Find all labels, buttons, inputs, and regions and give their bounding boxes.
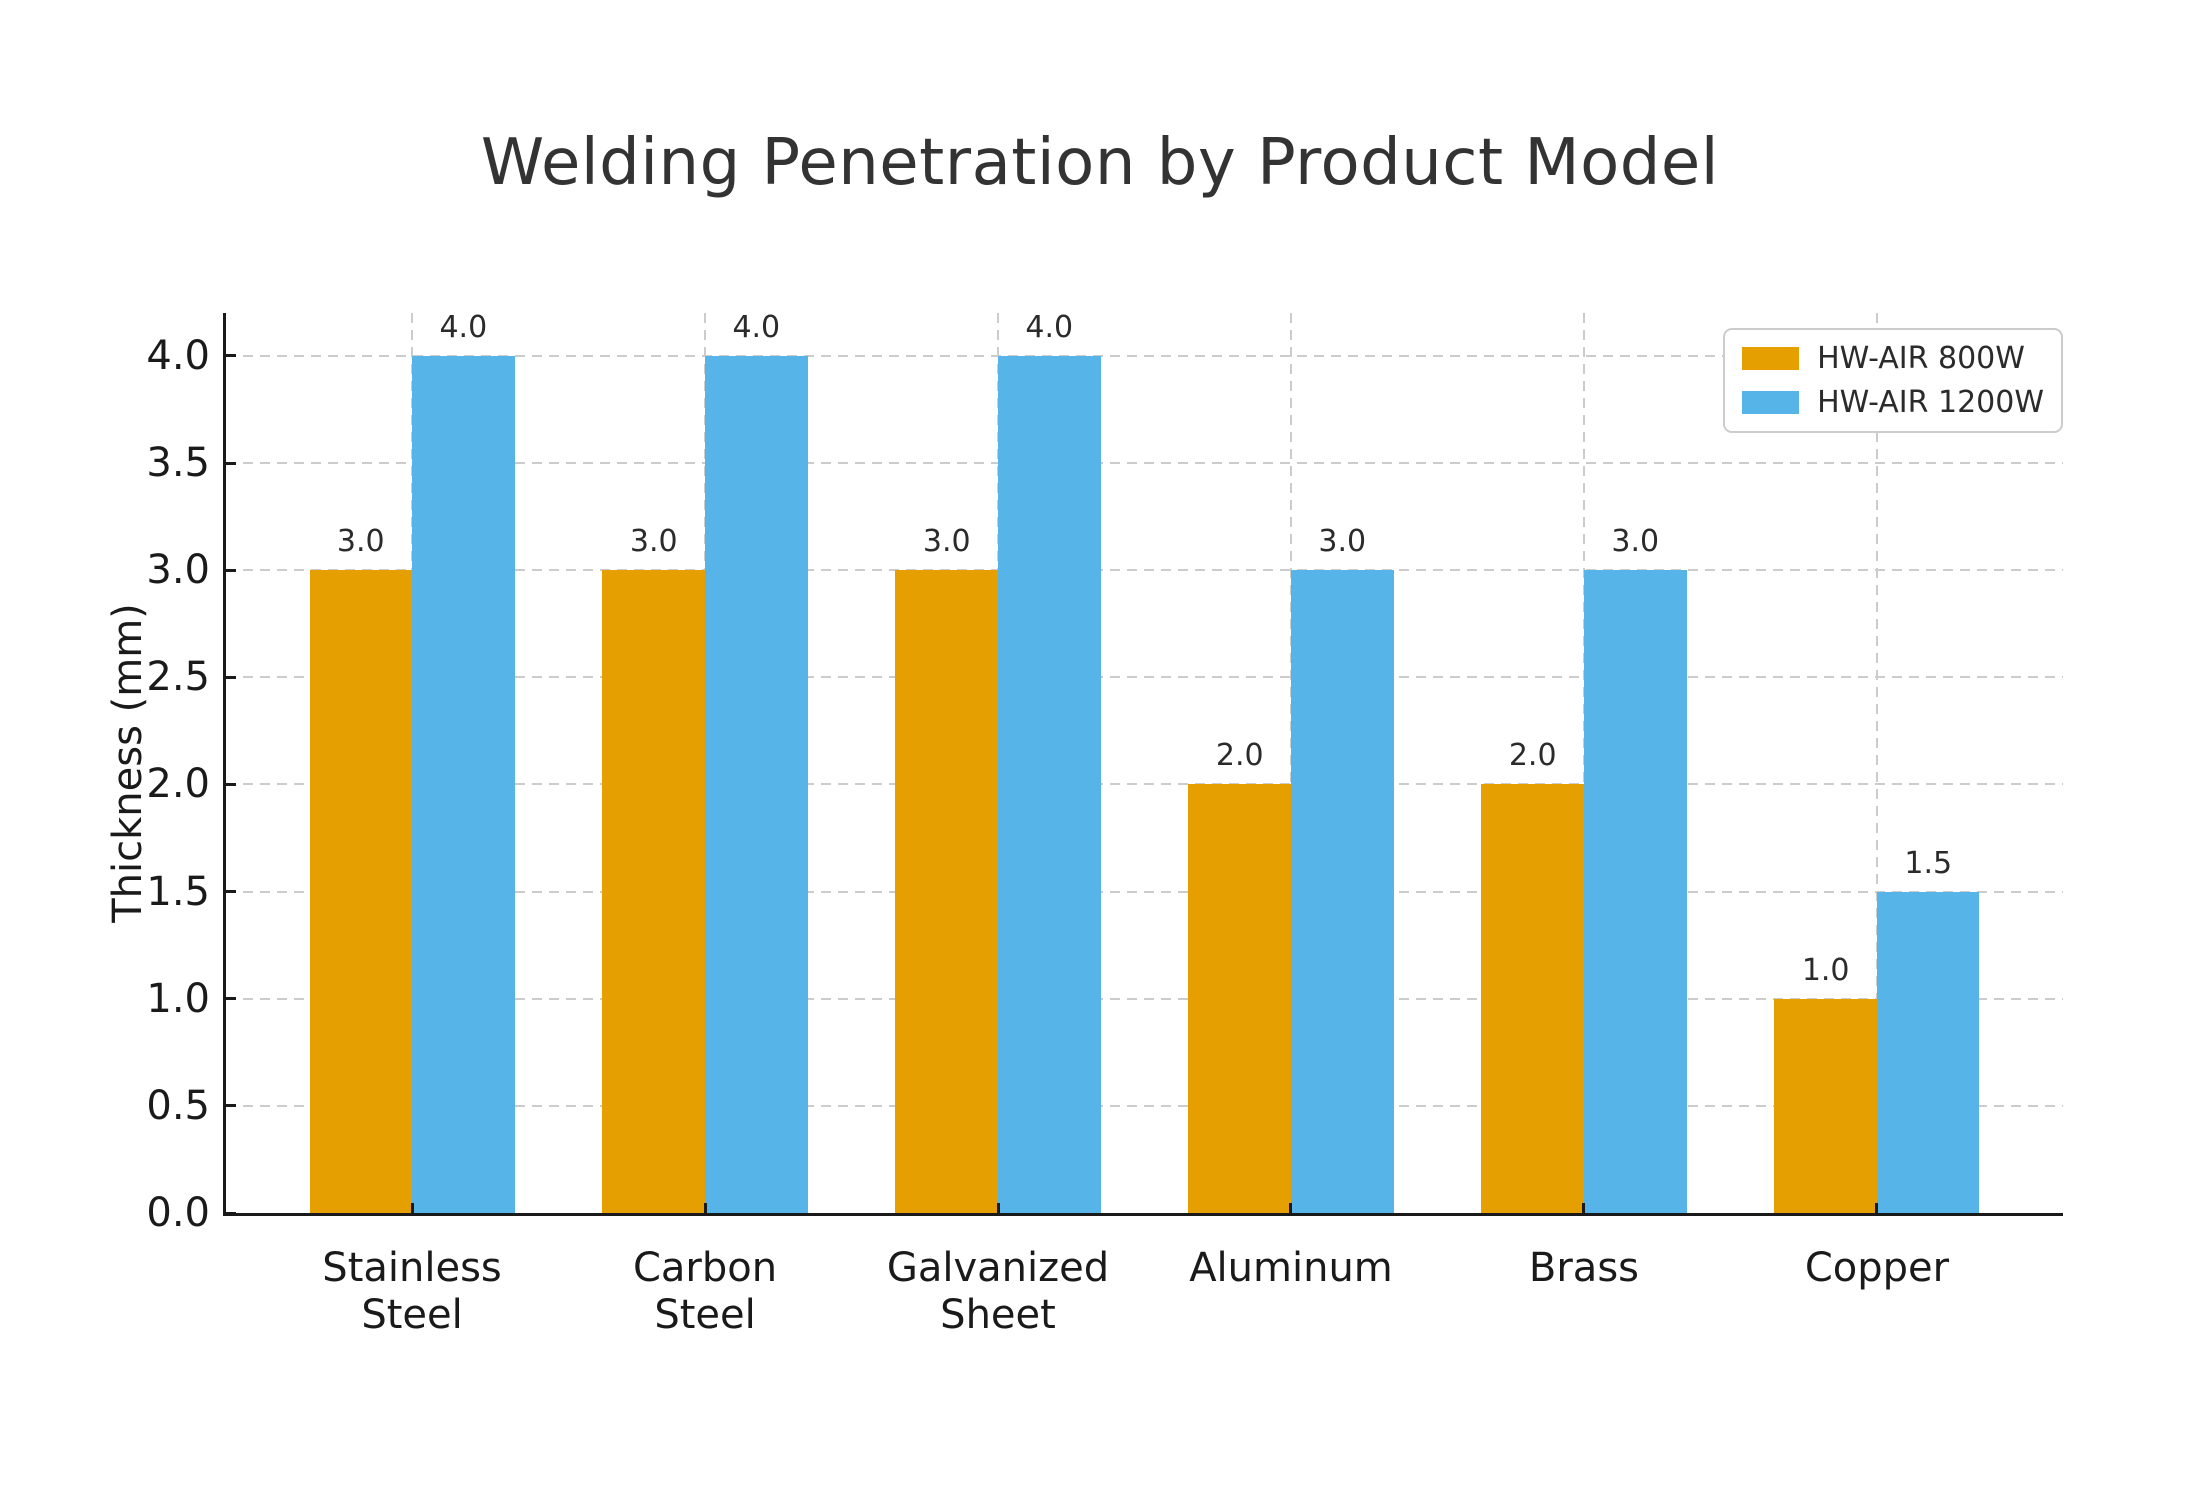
bar-value-label: 4.0 xyxy=(1025,309,1074,345)
bar-hw-air-1200w xyxy=(1583,570,1687,1213)
x-tick-label: Galvanized Sheet xyxy=(886,1245,1110,1339)
x-tick-label: Brass xyxy=(1528,1245,1639,1291)
bar-value-label: 3.0 xyxy=(1318,524,1367,560)
bar-hw-air-1200w xyxy=(998,355,1101,1213)
x-tick-label: Carbon Steel xyxy=(632,1245,778,1339)
x-tick xyxy=(1582,1203,1586,1213)
y-tick xyxy=(226,461,236,465)
bar-hw-air-1200w xyxy=(705,355,808,1213)
bar-value-label: 3.0 xyxy=(336,524,385,560)
x-tick xyxy=(703,1203,707,1213)
chart-title: Welding Penetration by Product Model xyxy=(480,126,1720,200)
bar-value-label: 4.0 xyxy=(732,309,781,345)
bar-hw-air-800w xyxy=(895,570,998,1213)
y-tick xyxy=(226,675,236,679)
y-tick xyxy=(226,997,236,1001)
legend-row-800w: HW-AIR 800W xyxy=(1742,341,2044,376)
bar-value-label: 2.0 xyxy=(1508,738,1557,774)
y-gridline xyxy=(226,569,2063,572)
x-gridline xyxy=(1875,313,1878,1213)
y-tick xyxy=(226,568,236,572)
y-tick-label: 3.0 xyxy=(146,547,210,594)
bar-value-label: 3.0 xyxy=(922,524,971,560)
plot-area: 0.0 0.5 1.0 1.5 2.0 2.5 3.0 3.5 4.0 Stainless Ste… xyxy=(146,309,2063,1338)
bar-hw-air-800w xyxy=(1774,998,1877,1213)
y-tick-label: 4.0 xyxy=(146,332,210,379)
bar-hw-air-800w xyxy=(309,570,413,1213)
legend-swatch-1200w xyxy=(1742,391,1800,414)
y-gridline xyxy=(226,676,2063,679)
y-tick xyxy=(226,1104,236,1108)
x-tick xyxy=(410,1203,414,1213)
legend-swatch-800w xyxy=(1742,347,1800,370)
bar-value-label: 4.0 xyxy=(439,309,488,345)
x-tick-label: Aluminum xyxy=(1189,1245,1393,1291)
y-tick-label: 3.5 xyxy=(146,440,210,486)
legend-label-1200w: HW-AIR 1200W xyxy=(1817,385,2044,420)
y-gridline xyxy=(226,890,2063,893)
x-tick-label: Copper xyxy=(1804,1245,1950,1291)
bar-hw-air-1200w xyxy=(1290,570,1394,1213)
bar-hw-air-800w xyxy=(1481,784,1584,1213)
y-gridline xyxy=(226,354,2063,357)
bar-hw-air-1200w xyxy=(1876,891,1980,1213)
bar-value-label: 3.0 xyxy=(1611,524,1660,560)
y-gridline xyxy=(226,462,2063,464)
y-tick-label: 1.5 xyxy=(146,868,210,915)
y-tick-label: 0.5 xyxy=(146,1082,210,1129)
bar-value-label: 1.0 xyxy=(1801,952,1850,988)
y-tick-label: 2.5 xyxy=(146,654,210,701)
bar-hw-air-800w xyxy=(1188,784,1291,1213)
x-tick-label: Stainless Steel xyxy=(322,1245,502,1339)
bar-value-label: 3.0 xyxy=(629,524,678,560)
bar-hw-air-800w xyxy=(602,570,705,1213)
y-gridline xyxy=(226,783,2063,786)
legend-label-800w: HW-AIR 800W xyxy=(1817,341,2025,376)
y-tick xyxy=(226,782,236,786)
y-tick-label: 0.0 xyxy=(146,1190,210,1236)
bar-value-label: 2.0 xyxy=(1215,738,1264,774)
x-tick xyxy=(996,1203,1000,1213)
bar-hw-air-1200w xyxy=(412,355,515,1213)
y-tick xyxy=(226,1211,236,1215)
legend-row-1200w: HW-AIR 1200W xyxy=(1742,385,2044,420)
bar-value-label: 1.5 xyxy=(1904,845,1953,881)
y-gridline xyxy=(226,997,2063,1000)
x-tick xyxy=(1875,1203,1879,1213)
legend: HW-AIR 800W HW-AIR 1200W xyxy=(1723,328,2063,433)
y-tick-label: 1.0 xyxy=(146,975,210,1022)
y-tick xyxy=(226,354,236,358)
y-tick xyxy=(226,890,236,894)
y-gridline xyxy=(226,1104,2063,1107)
y-tick-label: 2.0 xyxy=(146,761,210,808)
x-tick xyxy=(1289,1203,1293,1213)
